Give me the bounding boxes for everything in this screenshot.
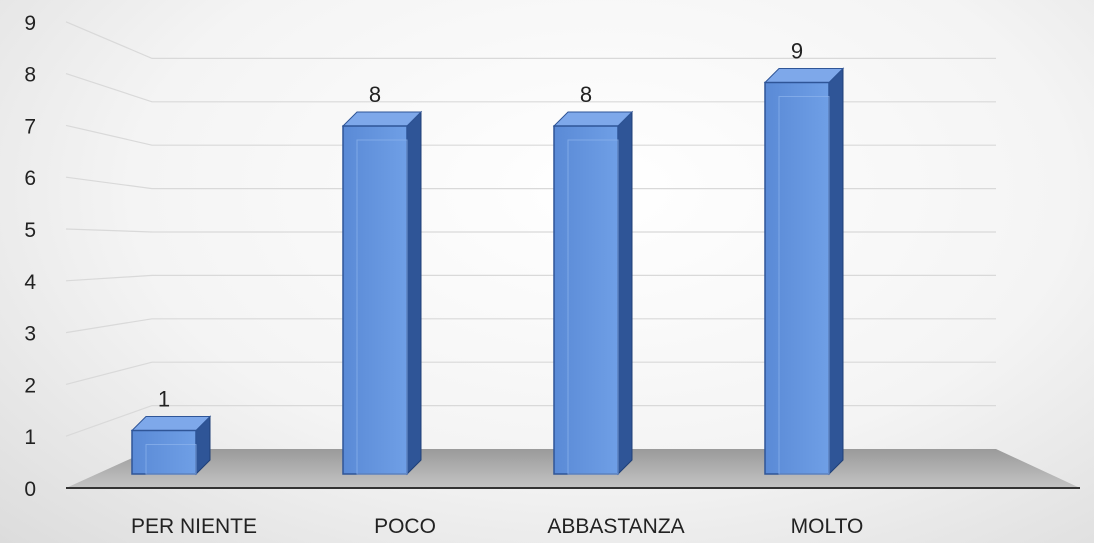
category-label: MOLTO [791, 515, 864, 538]
bar-side [406, 110, 422, 476]
bar [552, 110, 634, 476]
bar-front [131, 429, 197, 475]
y-tick-label: 1 [24, 426, 36, 449]
bar-front [764, 81, 830, 475]
bar-side [828, 67, 844, 476]
bar [341, 110, 423, 476]
bar-highlight [356, 139, 408, 475]
category-label: PER NIENTE [131, 515, 257, 538]
bar-front [553, 125, 619, 475]
gridline [65, 73, 996, 103]
gridline [65, 176, 996, 190]
bar-highlight [145, 444, 197, 475]
gridline [65, 21, 996, 60]
bar-side [617, 110, 633, 476]
bar [130, 415, 212, 476]
data-label: 9 [791, 39, 803, 64]
bar-top [341, 111, 423, 127]
gridline [65, 124, 996, 146]
gridline [65, 228, 996, 233]
category-label: POCO [374, 515, 436, 538]
y-tick-label: 7 [24, 115, 36, 138]
bar-highlight [567, 139, 619, 475]
y-tick-label: 0 [24, 478, 36, 501]
gridline [65, 274, 996, 282]
y-tick-label: 2 [24, 374, 36, 397]
bar-front [342, 125, 408, 475]
y-tick-label: 4 [24, 271, 36, 294]
data-label: 8 [580, 82, 592, 107]
category-label: ABBASTANZA [547, 515, 684, 538]
y-tick-label: 6 [24, 167, 36, 190]
bar-top [552, 111, 634, 127]
y-tick-label: 9 [24, 12, 36, 35]
gridline [65, 405, 996, 437]
gridline [65, 361, 996, 385]
y-tick-label: 3 [24, 323, 36, 346]
bar [763, 67, 845, 476]
y-tick-label: 8 [24, 64, 36, 87]
y-tick-label: 5 [24, 219, 36, 242]
data-label: 8 [369, 82, 381, 107]
bar-top [130, 416, 212, 431]
data-label: 1 [158, 387, 170, 412]
bar-highlight [778, 96, 830, 475]
bar-top [763, 68, 845, 83]
gridline [65, 318, 996, 334]
